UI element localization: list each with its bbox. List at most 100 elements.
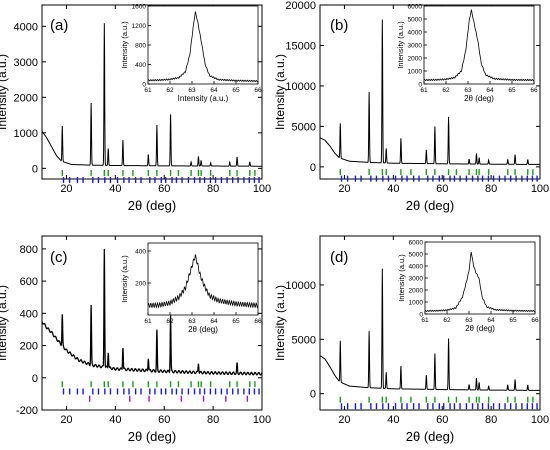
inset-profile-line [425, 251, 535, 313]
inset-y-tick-label: 5000 [408, 17, 423, 24]
x-tick-label: 80 [207, 414, 219, 426]
y-tick-label: 400 [20, 308, 38, 320]
inset-x-tick-label: 63 [464, 87, 472, 94]
inset-x-axis-label: 2θ (deg) [188, 325, 218, 334]
inset-1: 61 62 63 64 65 66 0 1000 2000 3000 4000 5000 6000 2θ … [396, 4, 538, 104]
panel-2: 20 40 60 80 100 -200 0 200 400 600 800 2θ (deg) Inte… [0, 235, 271, 444]
y-tick-label: 0 [32, 163, 38, 175]
diffraction-pattern-line [320, 19, 540, 165]
inset-profile-line [424, 9, 534, 82]
x-tick-label: 20 [60, 414, 72, 426]
inset-y-tick-label: 1600 [132, 4, 147, 11]
x-tick-label: 20 [60, 183, 72, 195]
inset-x-tick-label: 61 [420, 87, 428, 94]
inset-y-tick-label: 3000 [409, 276, 424, 283]
inset-x-tick-label: 62 [443, 317, 451, 324]
x-axis-label: 2θ (deg) [128, 198, 176, 213]
x-tick-label: 40 [109, 414, 121, 426]
inset-frame [147, 5, 259, 85]
inset-y-axis-label: Intensity (a.u.) [396, 21, 405, 69]
inset-y-tick-label: 2000 [409, 288, 424, 295]
panel-label: (d) [330, 249, 348, 266]
y-tick-label: 2000 [14, 92, 38, 104]
diffraction-pattern-line [42, 248, 262, 376]
inset-x-tick-label: 65 [509, 317, 517, 324]
inset-x-tick-label: 66 [254, 87, 262, 94]
inset-x-axis-label: 2θ (deg) [465, 324, 495, 333]
y-tick-label: 600 [20, 276, 38, 288]
y-axis-label: Intensity (a.u.) [273, 54, 287, 130]
inset-y-tick-label: 4000 [408, 30, 423, 37]
y-tick-label: -200 [16, 405, 38, 417]
inset-x-tick-label: 61 [144, 318, 152, 325]
x-tick-label: 100 [531, 414, 549, 426]
inset-y-tick-label: 0 [418, 82, 422, 89]
x-tick-label: 40 [109, 183, 121, 195]
reflection-tick-row-0 [339, 169, 534, 176]
reflection-tick-row-1 [340, 175, 538, 182]
inset-y-axis-label: Intensity (a.u.) [397, 254, 406, 302]
inset-frame [423, 5, 535, 85]
inset-x-tick-label: 63 [465, 317, 473, 324]
inset-x-tick-label: 66 [531, 317, 539, 324]
y-tick-label: 200 [20, 341, 38, 353]
inset-x-tick-label: 65 [508, 87, 516, 94]
inset-y-tick-label: 2000 [408, 56, 423, 63]
x-tick-label: 100 [531, 183, 549, 195]
x-tick-label: 80 [485, 183, 497, 195]
inset-x-tick-label: 66 [530, 87, 538, 94]
inset-y-tick-label: 400 [135, 249, 146, 256]
inset-x-tick-label: 62 [442, 87, 450, 94]
inset-x-tick-label: 65 [232, 318, 240, 325]
y-tick-label: 5000 [292, 121, 316, 133]
inset-x-tick-label: 63 [188, 87, 196, 94]
inset-x-tick-label: 65 [232, 87, 240, 94]
inset-x-tick-label: 66 [254, 318, 262, 325]
reflection-tick-row-0 [61, 381, 256, 388]
y-tick-label: 5000 [292, 334, 316, 346]
inset-y-axis-label: Intensity (a.u.) [120, 21, 129, 69]
inset-x-tick-label: 64 [486, 87, 494, 94]
x-tick-label: 60 [158, 414, 170, 426]
inset-y-tick-label: 3000 [408, 43, 423, 50]
inset-y-tick-label: 1000 [408, 69, 423, 76]
y-tick-label: 800 [20, 244, 38, 256]
reflection-tick-row-1 [62, 388, 260, 395]
x-axis-label: 2θ (deg) [406, 198, 454, 213]
x-tick-label: 20 [338, 414, 350, 426]
x-tick-label: 100 [253, 183, 271, 195]
reflection-tick-row-0 [339, 396, 534, 403]
inset-x-tick-label: 64 [210, 87, 218, 94]
diffraction-pattern-line [42, 23, 262, 167]
x-axis-label: 2θ (deg) [128, 429, 176, 444]
inset-y-tick-label: 200 [135, 281, 146, 288]
inset-frame [424, 241, 536, 315]
inset-2: 61 62 63 64 65 66 200 400 2θ (deg) Intensity (a.u… [120, 242, 262, 334]
x-tick-label: 20 [338, 183, 350, 195]
inset-y-tick-label: 5000 [409, 252, 424, 259]
x-tick-label: 60 [436, 183, 448, 195]
reflection-tick-row-1 [340, 403, 538, 410]
x-tick-label: 80 [485, 414, 497, 426]
y-tick-label: 10000 [285, 81, 316, 93]
panel-label: (b) [330, 17, 348, 34]
y-tick-label: 15000 [285, 40, 316, 52]
inset-x-tick-label: 61 [144, 87, 152, 94]
inset-y-tick-label: 6000 [408, 4, 423, 11]
inset-x-axis-label: 2θ (deg) [464, 94, 494, 103]
x-tick-label: 40 [387, 414, 399, 426]
x-tick-label: 80 [207, 183, 219, 195]
inset-y-axis-label: Intensity (a.u.) [120, 255, 129, 303]
x-tick-label: 100 [253, 414, 271, 426]
panel-label: (c) [50, 249, 68, 266]
reflection-tick-row-2 [88, 395, 249, 402]
inset-y-tick-label: 0 [142, 82, 146, 89]
inset-profile-line [148, 254, 258, 309]
y-tick-label: 0 [310, 162, 316, 174]
y-axis-label: Intensity (a.u.) [273, 285, 287, 361]
inset-y-tick-label: 6000 [409, 240, 424, 247]
reflection-tick-row-1 [62, 177, 260, 184]
